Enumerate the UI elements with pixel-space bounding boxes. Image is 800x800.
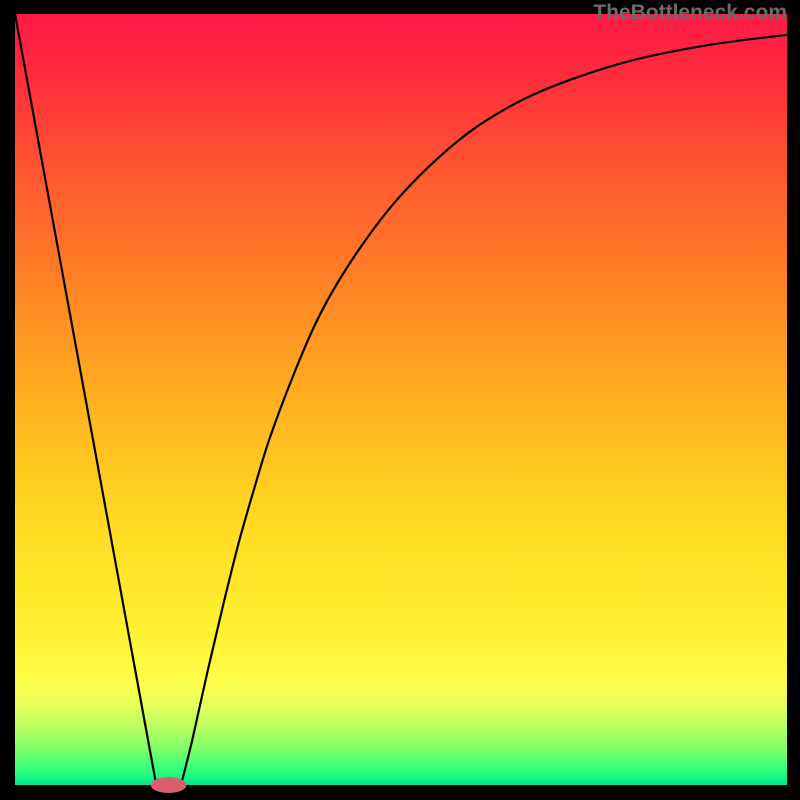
plot-background: [15, 14, 787, 785]
bottleneck-chart: [0, 0, 800, 800]
minimum-marker: [151, 777, 187, 793]
watermark-text: TheBottleneck.com: [593, 1, 787, 25]
chart-frame: TheBottleneck.com: [0, 0, 800, 800]
